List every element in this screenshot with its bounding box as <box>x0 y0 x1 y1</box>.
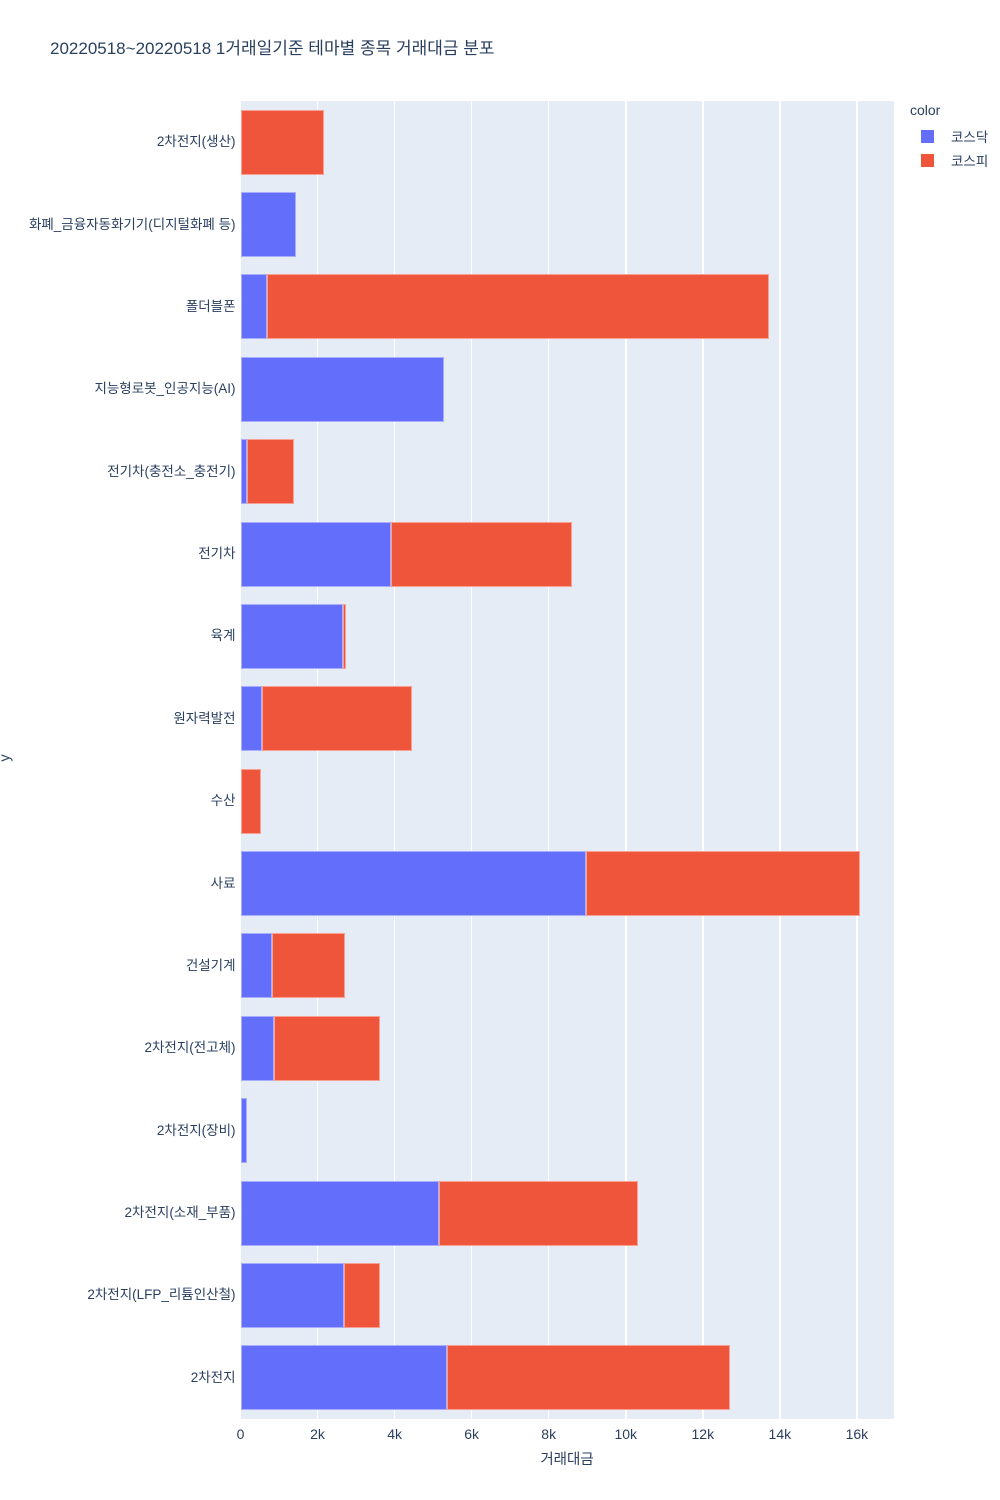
y-axis-title: y <box>0 754 14 761</box>
y-axis-category-label: 2차전지(LFP_리튬인산철) <box>87 1287 236 1303</box>
bar-segment-코스피[interactable] <box>343 603 347 669</box>
legend-title: color <box>910 102 941 118</box>
gridline <box>856 101 858 1419</box>
bar-segment-코스피[interactable] <box>446 1345 730 1411</box>
bar-segment-코스닥[interactable] <box>240 521 391 587</box>
y-axis-category-label: 육계 <box>210 628 236 644</box>
y-axis-category-label: 전기차 <box>198 546 236 562</box>
bar-segment-코스피[interactable] <box>262 686 412 752</box>
bar-segment-코스닥[interactable] <box>240 933 272 999</box>
y-axis-category-label: 2차전지 <box>190 1369 236 1385</box>
y-axis-category-label: 폴더블폰 <box>185 298 236 314</box>
bar-segment-코스닥[interactable] <box>240 851 587 917</box>
y-axis-category-label: 건설기계 <box>185 957 236 973</box>
legend-swatch-icon <box>921 129 934 143</box>
legend-swatch-icon <box>921 153 934 167</box>
y-axis-category-label: 2차전지(생산) <box>156 134 236 150</box>
bar-segment-코스닥[interactable] <box>240 356 444 422</box>
bar-segment-코스닥[interactable] <box>240 274 268 340</box>
bar-segment-코스닥[interactable] <box>240 1345 447 1411</box>
legend-item-코스피[interactable]: 코스피 <box>908 148 988 172</box>
bar-segment-코스피[interactable] <box>240 768 261 834</box>
x-axis-tick-label: 12k <box>691 1426 715 1442</box>
gridline <box>547 101 550 1419</box>
gridline <box>779 101 781 1419</box>
y-axis-category-label: 수산 <box>210 793 236 809</box>
y-axis-category-label: 원자력발전 <box>173 710 236 726</box>
bar-segment-코스피[interactable] <box>343 1262 380 1328</box>
bar-segment-코스닥[interactable] <box>240 1262 344 1328</box>
gridline <box>470 101 473 1419</box>
legend-label: 코스닥 <box>951 130 989 145</box>
bar-segment-코스피[interactable] <box>273 1015 380 1081</box>
y-axis-category-label: 전기차(충전소_충전기) <box>107 463 236 479</box>
gridline <box>702 101 704 1419</box>
y-axis-category-label: 사료 <box>210 875 236 891</box>
bar-segment-코스닥[interactable] <box>240 686 263 752</box>
y-axis-category-label: 2차전지(장비) <box>156 1122 236 1138</box>
x-axis-tick-label: 14k <box>768 1426 792 1442</box>
y-axis-category-label: 2차전지(전고체) <box>144 1040 236 1056</box>
x-axis-title: 거래대금 <box>540 1452 594 1468</box>
bar-segment-코스닥[interactable] <box>240 1180 440 1246</box>
bar-segment-코스피[interactable] <box>267 274 770 340</box>
bar-segment-코스닥[interactable] <box>240 1098 248 1164</box>
gridline <box>393 101 396 1419</box>
y-axis-category-label: 2차전지(소재_부품) <box>124 1205 236 1221</box>
legend-label: 코스피 <box>951 154 989 169</box>
bar-segment-코스피[interactable] <box>271 933 345 999</box>
x-axis-tick-label: 8k <box>541 1426 557 1442</box>
x-axis-tick-label: 4k <box>387 1426 402 1442</box>
plot-area <box>240 101 894 1419</box>
bar-segment-코스닥[interactable] <box>240 192 297 258</box>
legend-item-코스닥[interactable]: 코스닥 <box>908 124 988 148</box>
x-axis-tick-label: 10k <box>614 1426 638 1442</box>
bar-segment-코스닥[interactable] <box>240 439 248 505</box>
x-axis-tick-label: 16k <box>845 1426 869 1442</box>
bar-segment-코스닥[interactable] <box>240 603 344 669</box>
y-axis-category-label: 화폐_금융자동화기기(디지털화폐 등) <box>28 216 236 232</box>
bar-segment-코스피[interactable] <box>586 851 861 917</box>
bar-segment-코스닥[interactable] <box>240 1015 274 1081</box>
x-axis-tick-label: 0 <box>236 1426 245 1442</box>
bar-segment-코스피[interactable] <box>247 439 295 505</box>
chart-title: 20220518~20220518 1거래일기준 테마별 종목 거래대금 분포 <box>50 39 495 58</box>
bar-segment-코스피[interactable] <box>240 109 325 175</box>
gridline <box>625 101 627 1419</box>
y-axis-category-label: 지능형로봇_인공지능(AI) <box>94 381 236 397</box>
x-axis-tick-label: 2k <box>310 1426 325 1442</box>
bar-segment-코스피[interactable] <box>390 521 572 587</box>
bar-segment-코스피[interactable] <box>439 1180 638 1246</box>
gridline <box>316 101 319 1419</box>
x-axis-tick-label: 6k <box>464 1426 480 1442</box>
